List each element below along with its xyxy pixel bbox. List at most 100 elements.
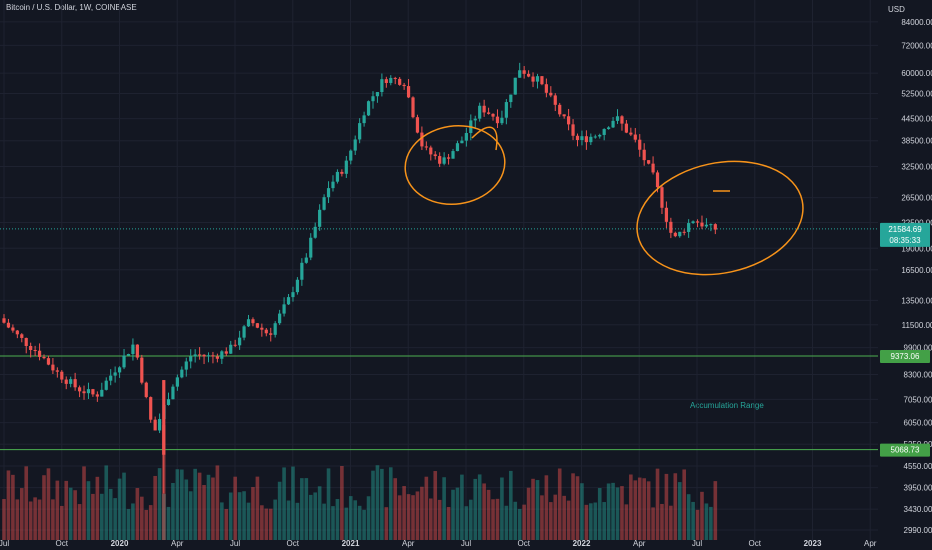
candle-body: [575, 135, 580, 141]
candle-body: [424, 146, 428, 148]
volume-bar: [549, 502, 553, 540]
candle-body: [620, 116, 624, 124]
x-tick-label: 2021: [342, 539, 360, 548]
volume-bar: [19, 488, 24, 540]
candle-body: [193, 354, 197, 357]
volume-bar: [464, 506, 469, 540]
volume-bar: [113, 498, 117, 540]
candle-body: [509, 94, 513, 103]
candle-body: [33, 349, 37, 351]
candle-body: [144, 382, 148, 398]
candle-body: [158, 419, 162, 431]
volume-bar: [100, 493, 104, 540]
candle-body: [402, 84, 406, 87]
candle-body: [482, 105, 486, 113]
x-tick-label: 2022: [573, 539, 591, 548]
candle-body: [20, 334, 24, 338]
candle-body: [433, 154, 437, 157]
candle-body: [175, 377, 179, 387]
volume-bar: [584, 504, 589, 540]
y-tick-label: 8300.00: [904, 370, 932, 379]
candle-body: [473, 118, 477, 121]
candle-body: [446, 157, 451, 159]
volume-bar: [300, 478, 304, 540]
candle-body: [198, 354, 202, 356]
candle-body: [149, 397, 153, 420]
candle-body: [678, 231, 682, 237]
y-tick-label: 2990.00: [904, 526, 932, 535]
candle-body: [37, 350, 42, 357]
candle-body: [104, 380, 108, 390]
candle-body: [655, 172, 660, 188]
volume-bar: [442, 477, 446, 540]
candle-body: [415, 117, 420, 133]
volume-bar: [91, 493, 95, 540]
candle-body: [233, 344, 237, 346]
y-tick-label: 84000.00: [901, 18, 932, 27]
circle-drawing-tail: [471, 126, 498, 151]
candle-body: [544, 84, 548, 93]
volume-bar: [162, 493, 166, 540]
volume-bar: [704, 503, 709, 540]
volume-bar: [206, 474, 211, 540]
candle-body: [682, 231, 686, 233]
x-tick-label: 2023: [804, 539, 822, 548]
volume-bar: [566, 500, 571, 540]
volume-bar: [557, 468, 562, 540]
candle-body: [242, 326, 246, 338]
volume-bar: [597, 488, 602, 540]
candle-body: [238, 337, 242, 346]
y-tick-label: 11500.00: [902, 321, 932, 330]
candle-body: [6, 322, 11, 328]
candle-body: [189, 356, 193, 362]
x-tick-label: Oct: [56, 539, 69, 548]
y-axis: USD 84000.00 72000.00 60000.00 52500.00 44500…: [888, 5, 932, 535]
volume-bar: [260, 505, 264, 540]
candle-body: [251, 319, 255, 324]
volume-bar: [33, 497, 37, 540]
volume-bar: [28, 501, 33, 540]
candle-body: [29, 345, 33, 350]
candle-body: [331, 181, 335, 189]
volume-bar: [540, 495, 544, 540]
candle-body: [366, 101, 371, 116]
drawings: [404, 125, 804, 276]
volume-bar: [695, 509, 700, 540]
volume-bar: [451, 489, 455, 540]
volume-bar: [322, 503, 326, 540]
candle-body: [522, 70, 526, 74]
volume-bar: [602, 502, 606, 540]
candle-body: [713, 224, 717, 230]
candle-body: [647, 160, 651, 164]
volume-bar: [637, 477, 642, 540]
candle-body: [15, 330, 19, 335]
volume-bar: [580, 483, 584, 540]
candle-body: [709, 224, 713, 226]
volume-bar: [220, 502, 224, 540]
circle-drawing: [404, 125, 506, 205]
volume-bar: [646, 481, 651, 540]
candle-body: [220, 351, 224, 359]
x-tick-label: Apr: [402, 539, 415, 548]
volume-bar: [553, 494, 558, 540]
volume-bar: [606, 483, 611, 540]
volume-bar: [437, 499, 442, 540]
volume-bar: [420, 486, 424, 540]
candle-body: [607, 127, 611, 130]
candle-body: [540, 76, 544, 85]
volume-bar: [535, 480, 540, 540]
candle-body: [518, 70, 522, 78]
candle-body: [117, 367, 122, 373]
current-price-tag-text: 21584.69: [888, 225, 922, 234]
volume-bar: [406, 494, 411, 540]
volume-bar: [713, 481, 718, 540]
y-tick-label: 26500.00: [901, 194, 932, 203]
volume-bar: [415, 491, 420, 540]
volume-bar: [380, 468, 384, 540]
volume-bar: [335, 499, 340, 540]
level-upper-tag-text: 9373.06: [891, 352, 920, 361]
candle-body: [704, 224, 709, 227]
y-tick-label: 52500.00: [901, 89, 932, 98]
volume-bar: [513, 501, 518, 540]
